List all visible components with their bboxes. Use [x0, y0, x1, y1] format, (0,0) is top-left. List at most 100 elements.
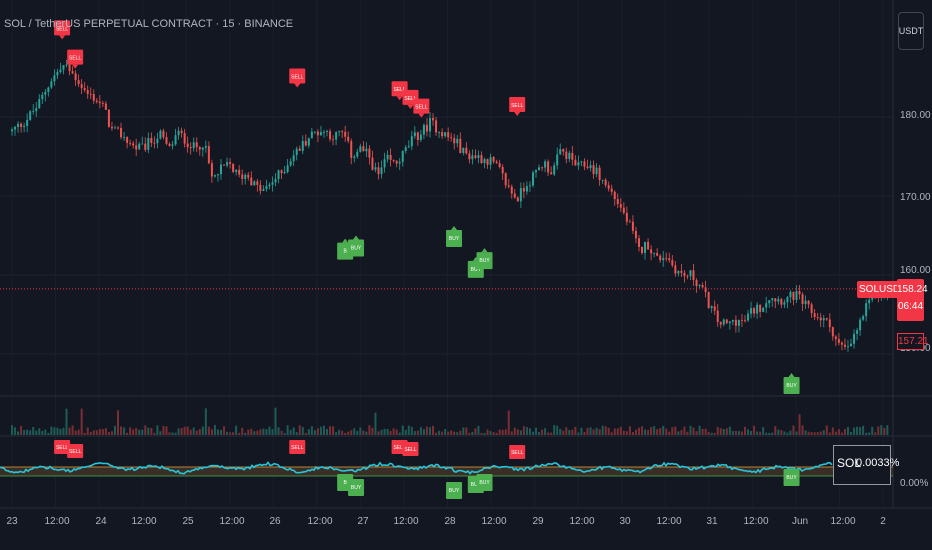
candle-body — [525, 186, 528, 192]
candle-body — [401, 151, 404, 162]
volume-bar — [622, 430, 625, 435]
candle-body — [825, 318, 828, 320]
volume-bar — [274, 407, 277, 435]
volume-bar — [871, 426, 874, 435]
candle-body — [192, 142, 195, 149]
oscillator-sell-label: SELL — [404, 447, 416, 453]
candle-body — [26, 119, 29, 126]
candle-body — [413, 132, 416, 137]
candle-body — [453, 138, 456, 144]
sell-marker-pointer — [72, 64, 79, 69]
candle-body — [253, 181, 256, 186]
candle-body — [616, 199, 619, 205]
volume-bar — [177, 428, 180, 435]
time-label-8: 27 — [357, 516, 369, 527]
candle-body — [204, 146, 207, 148]
candle-body — [668, 258, 671, 261]
volume-bar — [32, 426, 35, 435]
sell-marker-label: SELL — [511, 103, 523, 109]
candle-body — [822, 318, 825, 321]
buy-marker — [783, 376, 800, 394]
candle-body — [329, 131, 332, 140]
candle-body — [810, 304, 813, 314]
volume-bar — [877, 426, 880, 435]
volume-bar — [292, 427, 295, 435]
candle-body — [265, 186, 268, 190]
sell-marker-label: SELL — [415, 105, 427, 111]
candle-body — [862, 316, 865, 320]
volume-bar — [859, 427, 862, 435]
candle-body — [226, 162, 229, 166]
volume-bar — [326, 429, 329, 435]
candle-body — [450, 137, 453, 139]
volume-bar — [468, 432, 471, 435]
sell-marker-label: SELL — [291, 75, 303, 81]
candle-body — [365, 148, 368, 152]
candle-body — [659, 255, 662, 261]
volume-bar — [422, 429, 425, 435]
candle-body — [368, 148, 371, 158]
volume-bar — [774, 426, 777, 435]
candle-body — [32, 111, 35, 112]
volume-bar — [59, 428, 62, 435]
volume-bar — [165, 426, 168, 435]
candle-body — [419, 134, 422, 141]
time-label-16: 31 — [706, 516, 718, 527]
candle-body — [216, 174, 219, 176]
candle-body — [719, 321, 722, 325]
volume-bar — [547, 432, 550, 435]
volume-bar — [644, 429, 647, 435]
volume-bar — [80, 408, 83, 435]
volume-bar — [707, 432, 710, 435]
candle-body — [737, 319, 740, 326]
candle-body — [550, 172, 553, 175]
candle-body — [198, 147, 201, 150]
candle-body — [595, 167, 598, 175]
candle-body — [653, 252, 656, 254]
time-label-1: 12:00 — [44, 516, 70, 527]
time-label-10: 28 — [444, 516, 456, 527]
volume-bar — [147, 427, 150, 435]
oscillator-sell-marker — [509, 445, 526, 459]
candle-body — [232, 163, 235, 172]
candle-body — [277, 170, 280, 179]
volume-bar — [307, 429, 310, 435]
candle-body — [789, 291, 792, 298]
volume-bar — [874, 432, 877, 435]
buy-marker-label: BUY — [351, 246, 362, 252]
candle-body — [71, 71, 74, 74]
volume-bar — [501, 429, 504, 435]
candle-body — [498, 163, 501, 168]
volume-bar — [743, 426, 746, 435]
buy-marker-label: BUY — [449, 236, 460, 242]
volume-bar — [123, 427, 126, 435]
candle-body — [156, 138, 159, 144]
candle-body — [159, 130, 162, 139]
symbol-title[interactable]: SOL / TetherUS PERPETUAL CONTRACT · 15 ·… — [4, 18, 294, 30]
candle-body — [547, 161, 550, 173]
candle-body — [126, 137, 129, 143]
currency-button[interactable]: USDT — [898, 12, 924, 50]
oscillator-buy-marker — [783, 469, 800, 486]
volume-bar — [659, 428, 662, 435]
candle-body — [286, 165, 289, 173]
candle-body — [53, 75, 56, 82]
volume-bar — [516, 429, 519, 435]
volume-bar — [883, 427, 886, 435]
candle-body — [565, 151, 568, 159]
buy-marker — [476, 252, 493, 270]
volume-bar — [489, 431, 492, 435]
candle-body — [837, 339, 840, 343]
volume-bar — [701, 428, 704, 435]
candle-body — [29, 111, 32, 120]
time-label-5: 12:00 — [219, 516, 245, 527]
volume-bar — [601, 425, 604, 435]
volume-bar — [207, 426, 210, 435]
candle-body — [86, 90, 89, 94]
candle-body — [162, 130, 165, 138]
candle-body — [631, 221, 634, 231]
candle-body — [83, 88, 86, 91]
volume-bar — [26, 429, 29, 435]
volume-bar — [256, 430, 259, 435]
